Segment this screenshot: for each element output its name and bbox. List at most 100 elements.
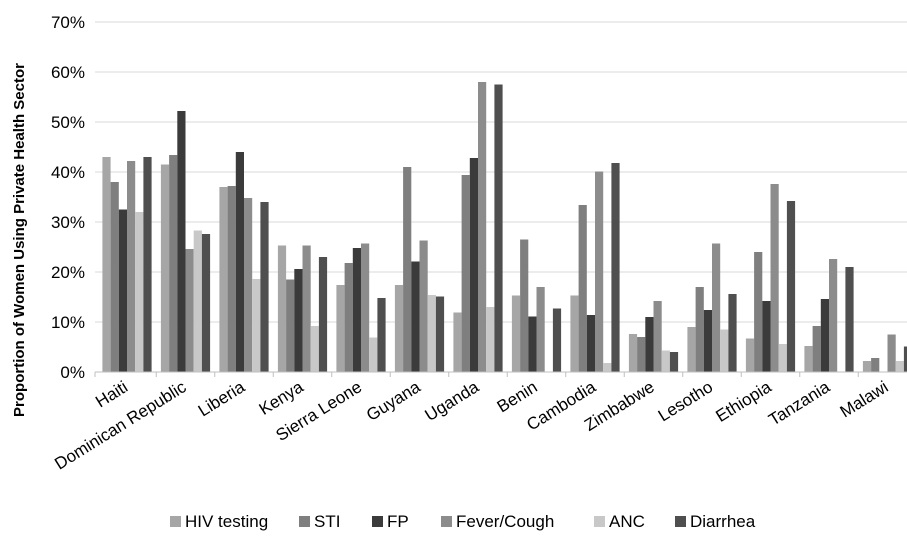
- bar-anc-liberia: [252, 279, 261, 372]
- legend-label: STI: [314, 512, 340, 531]
- bar-sti-malawi: [871, 358, 880, 372]
- bar-fever-cough-tanzania: [829, 259, 838, 372]
- legend-swatch: [299, 516, 310, 527]
- bar-fp-guyana: [411, 261, 420, 372]
- bar-anc-malawi: [895, 361, 904, 372]
- bar-hiv-testing-zimbabwe: [628, 334, 638, 372]
- bar-sti-lesotho: [695, 287, 704, 372]
- x-tick-label: Uganda: [422, 377, 483, 425]
- bar-diarrhea-benin: [552, 308, 562, 372]
- bar-diarrhea-guyana: [435, 296, 445, 372]
- bar-sti-ethiopia: [754, 252, 763, 372]
- legend-label: HIV testing: [185, 512, 268, 531]
- bar-fp-haiti: [118, 209, 127, 372]
- bar-sti-haiti: [110, 182, 119, 372]
- bar-anc-cambodia: [603, 363, 612, 372]
- bar-anc-guyana: [427, 295, 436, 372]
- bar-sti-sierra-leone: [344, 263, 353, 372]
- x-tick-label: Lesotho: [655, 377, 716, 425]
- legend-label: FP: [387, 512, 409, 531]
- bar-fp-benin: [528, 316, 537, 372]
- legend-label: Diarrhea: [690, 512, 756, 531]
- bar-hiv-testing-ethiopia: [745, 338, 755, 372]
- bar-sti-kenya: [286, 279, 295, 372]
- y-tick-label: 10%: [51, 313, 85, 332]
- bar-hiv-testing-benin: [511, 295, 521, 372]
- legend: HIV testing STI FP Fever/Cough ANC Diarrhea: [170, 512, 756, 531]
- y-tick-label: 40%: [51, 163, 85, 182]
- bar-hiv-testing-kenya: [277, 245, 287, 372]
- legend-swatch: [441, 516, 452, 527]
- bar-sti-liberia: [227, 186, 236, 372]
- bar-hiv-testing-liberia: [219, 187, 228, 372]
- bar-hiv-testing-cambodia: [570, 295, 579, 372]
- y-tick-label: 50%: [51, 113, 85, 132]
- x-tick-label: Guyana: [363, 377, 424, 425]
- bar-diarrhea-zimbabwe: [669, 352, 679, 372]
- bar-sti-guyana: [403, 167, 412, 372]
- y-axis-label: Proportion of Women Using Private Health…: [11, 63, 28, 417]
- bar-diarrhea-kenya: [318, 257, 328, 372]
- bar-anc-dominican-republic: [193, 230, 202, 372]
- bar-fever-cough-sierra-leone: [361, 243, 370, 372]
- y-tick-label: 0%: [60, 363, 85, 382]
- bar-hiv-testing-malawi: [862, 361, 872, 372]
- y-tick-label: 30%: [51, 213, 85, 232]
- bar-sti-uganda: [461, 175, 470, 372]
- bar-fever-cough-liberia: [244, 198, 253, 372]
- bar-fp-sierra-leone: [352, 248, 361, 372]
- bar-sti-zimbabwe: [637, 337, 646, 372]
- bar-anc-kenya: [310, 326, 319, 372]
- x-tick-label: Tanzania: [765, 377, 833, 429]
- bar-fever-cough-uganda: [478, 82, 487, 372]
- bar-fever-cough-haiti: [127, 161, 136, 372]
- bar-fever-cough-kenya: [302, 245, 311, 372]
- bar-fever-cough-zimbabwe: [653, 301, 662, 372]
- bar-fever-cough-benin: [536, 287, 545, 372]
- x-tick-label: Liberia: [195, 377, 249, 420]
- bar-hiv-testing-lesotho: [687, 327, 696, 372]
- legend-label: ANC: [609, 512, 645, 531]
- bar-fever-cough-guyana: [419, 240, 428, 372]
- bar-diarrhea-lesotho: [728, 294, 737, 372]
- bar-diarrhea-dominican-republic: [201, 234, 211, 372]
- bar-diarrhea-malawi: [903, 346, 907, 372]
- bar-hiv-testing-haiti: [102, 157, 111, 372]
- bar-sti-cambodia: [578, 205, 587, 372]
- bar-fever-cough-lesotho: [712, 243, 721, 372]
- x-tick-label: Haiti: [92, 377, 131, 411]
- bar-anc-ethiopia: [778, 344, 787, 372]
- x-tick-label: Malawi: [837, 377, 892, 421]
- bar-fever-cough-malawi: [887, 334, 896, 372]
- legend-label: Fever/Cough: [456, 512, 554, 531]
- x-tick-label: Benin: [494, 377, 541, 416]
- legend-swatch: [372, 516, 383, 527]
- bar-fp-kenya: [294, 269, 303, 372]
- bar-hiv-testing-uganda: [453, 312, 462, 372]
- legend-swatch: [170, 516, 181, 527]
- bar-anc-sierra-leone: [369, 337, 378, 372]
- bar-fp-ethiopia: [762, 301, 771, 372]
- bar-sti-tanzania: [812, 326, 821, 372]
- bar-fever-cough-cambodia: [595, 171, 604, 372]
- legend-swatch: [675, 516, 686, 527]
- bar-diarrhea-sierra-leone: [377, 298, 386, 372]
- x-tick-label: Ethiopia: [712, 377, 775, 426]
- bar-fp-cambodia: [586, 315, 595, 372]
- bar-fp-zimbabwe: [645, 317, 654, 372]
- y-tick-labels: 0% 10% 20% 30% 40% 50% 60% 70%: [51, 13, 85, 382]
- bar-sti-dominican-republic: [169, 155, 178, 372]
- bars: [102, 82, 907, 372]
- bar-anc-zimbabwe: [661, 350, 670, 372]
- bar-fever-cough-ethiopia: [770, 184, 779, 372]
- bar-diarrhea-cambodia: [611, 163, 620, 372]
- y-tick-label: 20%: [51, 263, 85, 282]
- bar-fp-lesotho: [703, 310, 712, 372]
- y-tick-label: 60%: [51, 63, 85, 82]
- legend-swatch: [594, 516, 605, 527]
- bar-fp-uganda: [469, 158, 478, 372]
- bar-fever-cough-dominican-republic: [185, 249, 194, 372]
